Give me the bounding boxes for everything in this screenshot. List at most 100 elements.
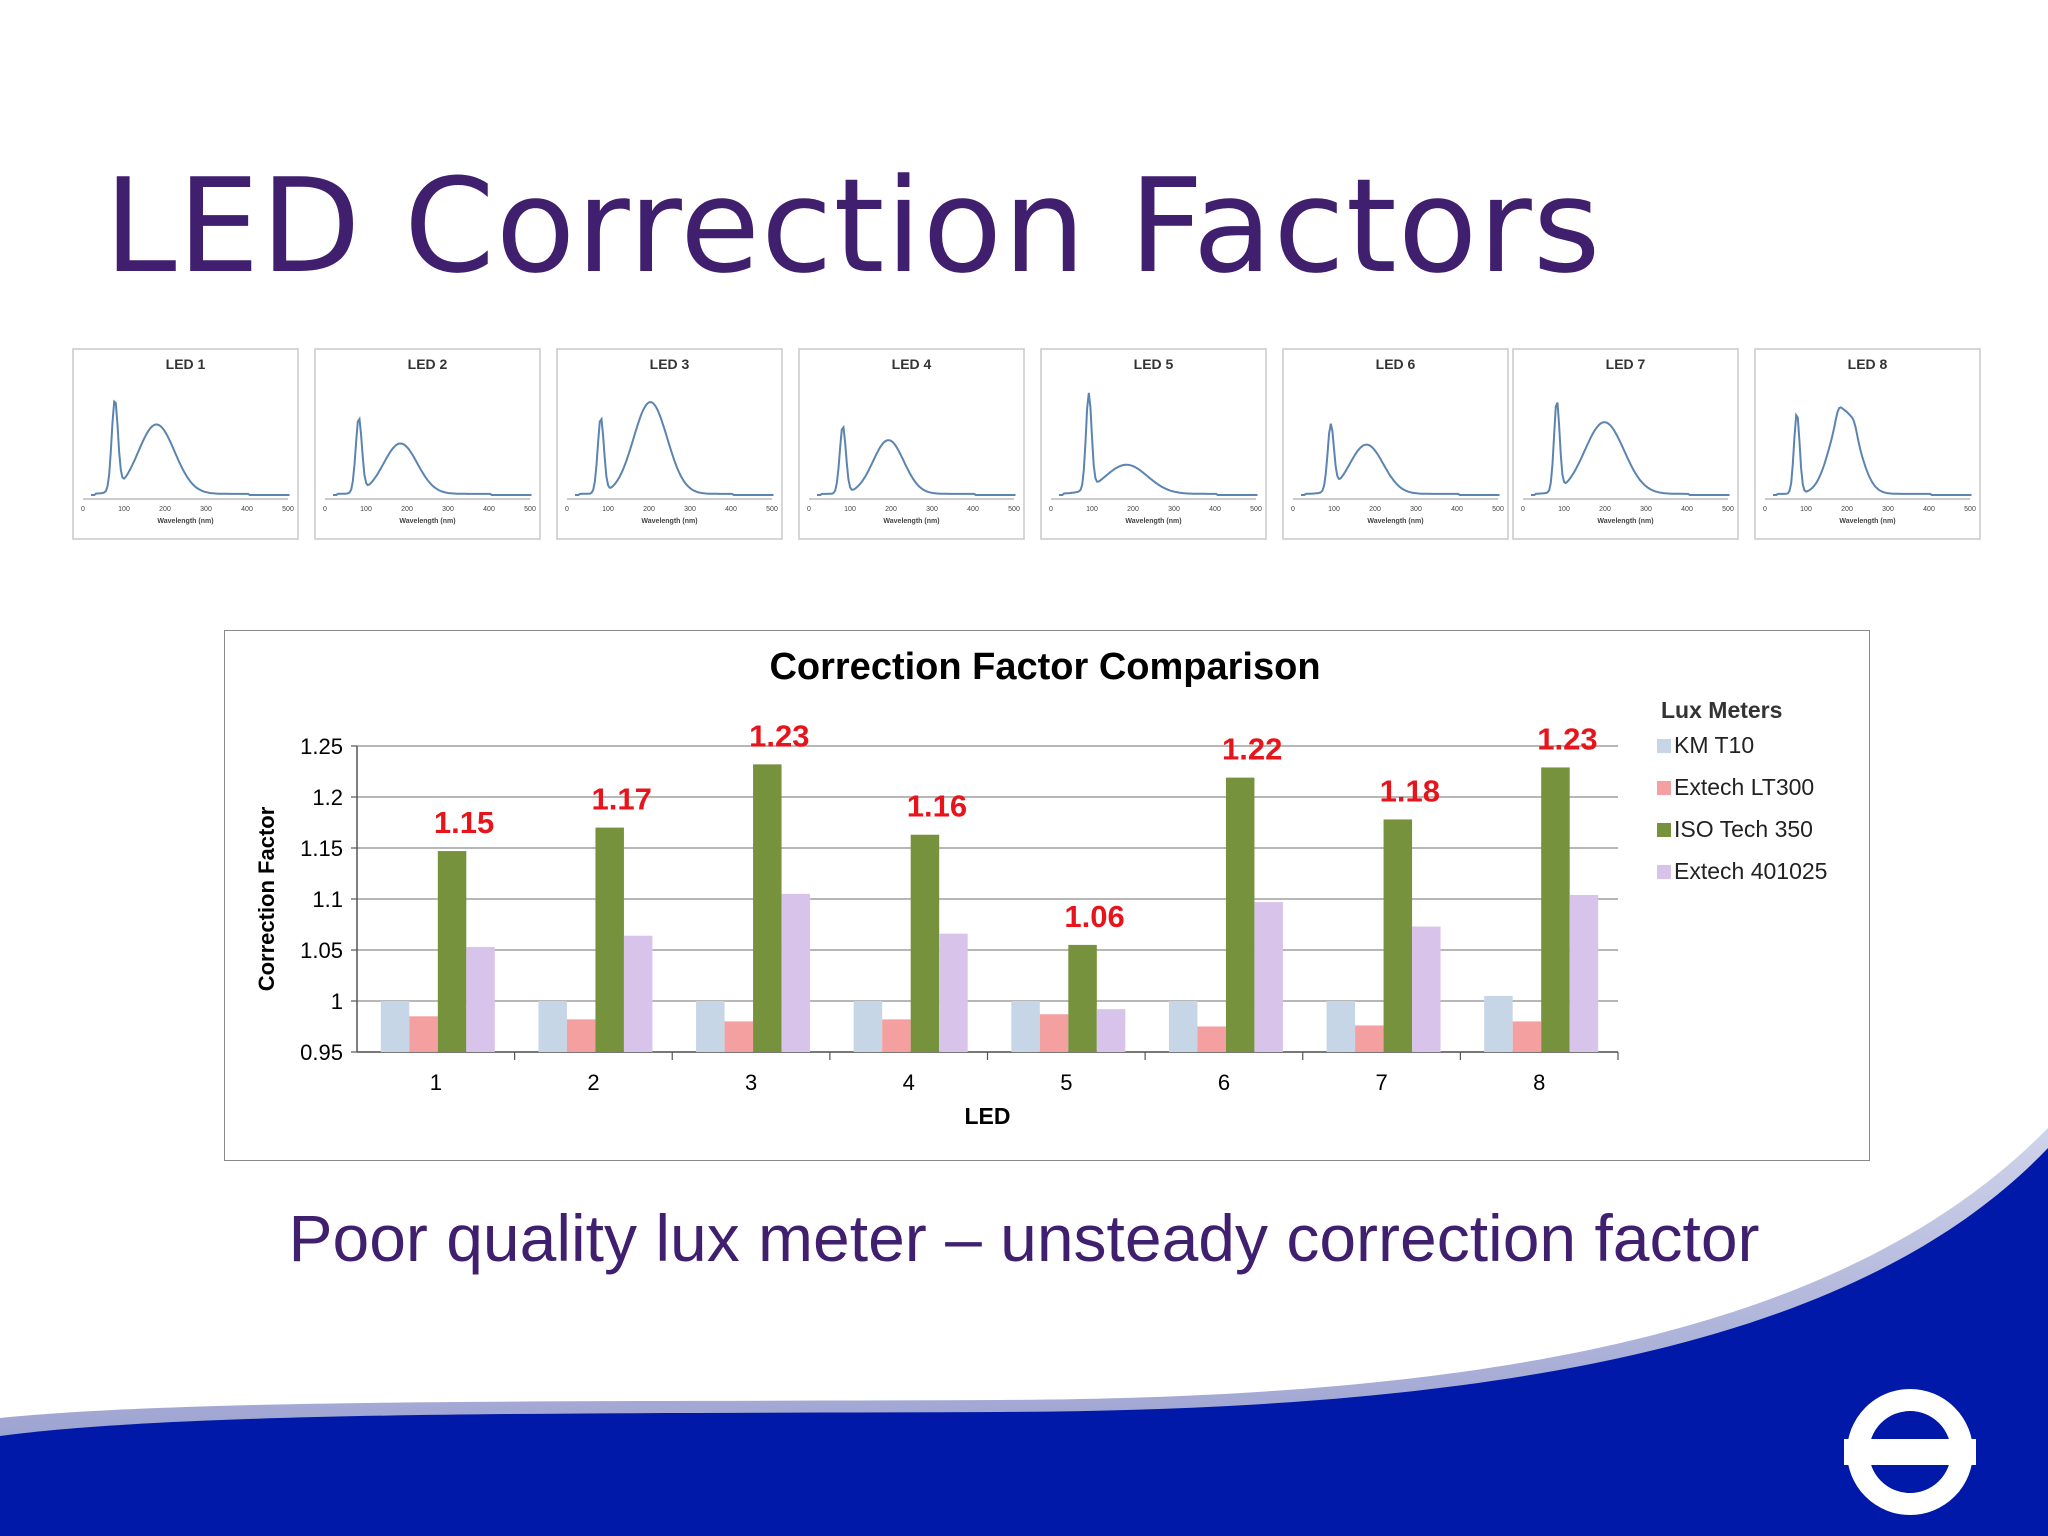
bar [409, 1016, 438, 1052]
spectrum-curve [1059, 392, 1258, 496]
spectrum-tick-label: 200 [1369, 506, 1381, 513]
spectrum-tick-label: 400 [1451, 506, 1463, 513]
x-tick-label: 8 [1533, 1070, 1545, 1095]
bar [380, 1001, 410, 1052]
spectrum-panel-border [1040, 348, 1267, 540]
spectrum-xlabel: Wavelength (nm) [1125, 518, 1181, 525]
bar [1541, 767, 1570, 1052]
led-spectrum-panel: LED 6 0 100 200 300 400 500 Wavelength (nm) [1282, 348, 1509, 540]
bar [1039, 1014, 1069, 1052]
spectrum-panel-title: LED 7 [1606, 356, 1646, 372]
led-spectrum-panel: LED 5 0 100 200 300 400 500 Wavelength (nm) [1040, 348, 1267, 540]
x-tick-label: 7 [1375, 1070, 1387, 1095]
x-tick-label: 1 [430, 1070, 442, 1095]
y-axis-label: Correction Factor [254, 806, 279, 991]
spectrum-tick-label: 400 [1209, 506, 1221, 513]
spectrum-curve [1773, 406, 1972, 496]
spectrum-xlabel: Wavelength (nm) [1367, 518, 1423, 525]
data-label: 1.15 [434, 805, 494, 840]
spectrum-xlabel: Wavelength (nm) [399, 518, 455, 525]
spectrum-tick-label: 0 [1049, 506, 1053, 513]
led-spectrum-panel: LED 2 0 100 200 300 400 500 Wavelength (nm) [314, 348, 541, 540]
spectrum-panel-title: LED 5 [1134, 356, 1174, 372]
spectrum-tick-label: 0 [1291, 506, 1295, 513]
bar [1569, 894, 1599, 1052]
footer-swoosh-edge [0, 1128, 2048, 1536]
spectrum-tick-label: 300 [1410, 506, 1422, 513]
spectrum-tick-label: 100 [1086, 506, 1098, 513]
spectrum-tick-label: 500 [766, 506, 778, 513]
spectrum-tick-label: 500 [282, 506, 294, 513]
data-label: 1.23 [749, 718, 809, 753]
spectrum-tick-label: 100 [844, 506, 856, 513]
spectrum-panel-border [798, 348, 1025, 540]
spectrum-tick-label: 100 [1328, 506, 1340, 513]
spectrum-panel-title: LED 1 [166, 356, 206, 372]
legend-entry: Extech 401025 [1674, 858, 1827, 884]
spectrum-panel-title: LED 6 [1376, 356, 1416, 372]
spectrum-curve [575, 401, 774, 496]
legend-swatch [1657, 781, 1671, 795]
spectrum-panel-title: LED 2 [408, 356, 448, 372]
spectrum-curve [1301, 423, 1500, 496]
spectrum-tick-label: 300 [1640, 506, 1652, 513]
bar [1355, 1025, 1384, 1052]
y-tick-label: 1.05 [300, 938, 343, 963]
spectrum-tick-label: 400 [241, 506, 253, 513]
bar [882, 1019, 911, 1052]
spectrum-curve [1531, 402, 1730, 496]
y-tick-label: 0.95 [300, 1040, 343, 1065]
spectrum-tick-label: 200 [643, 506, 655, 513]
bar [853, 1001, 883, 1052]
bar [566, 1019, 596, 1052]
spectrum-tick-label: 400 [967, 506, 979, 513]
spectrum-tick-label: 400 [1681, 506, 1693, 513]
spectrum-panel-border [1754, 348, 1981, 540]
data-label: 1.17 [592, 782, 652, 817]
x-tick-label: 4 [903, 1070, 915, 1095]
data-label: 1.22 [1222, 732, 1282, 767]
bar [1096, 1009, 1126, 1052]
bar [696, 1001, 725, 1052]
spectrum-tick-label: 400 [1923, 506, 1935, 513]
spectrum-panel-border [314, 348, 541, 540]
bar [466, 946, 495, 1052]
spectrum-panel-border [556, 348, 783, 540]
spectrum-tick-label: 200 [401, 506, 413, 513]
bar [1254, 902, 1283, 1052]
spectrum-tick-label: 0 [565, 506, 569, 513]
spectrum-tick-label: 200 [885, 506, 897, 513]
spectrum-tick-label: 400 [725, 506, 737, 513]
spectrum-tick-label: 0 [1763, 506, 1767, 513]
spectrum-tick-label: 200 [159, 506, 171, 513]
spectrum-tick-label: 300 [926, 506, 938, 513]
led-spectrum-panel: LED 1 0 100 200 300 400 500 Wavelength (nm) [72, 348, 299, 540]
spectrum-curve [333, 416, 532, 496]
spectrum-tick-label: 0 [81, 506, 85, 513]
bar [623, 935, 653, 1052]
x-tick-label: 5 [1060, 1070, 1072, 1095]
spectrum-xlabel: Wavelength (nm) [1839, 518, 1895, 525]
spectrum-tick-label: 100 [1558, 506, 1570, 513]
bar [910, 834, 940, 1052]
bar [1225, 777, 1255, 1052]
legend-entry: KM T10 [1674, 732, 1754, 758]
bar [939, 933, 968, 1052]
y-tick-label: 1.1 [312, 887, 343, 912]
spectrum-panel-title: LED 3 [650, 356, 690, 372]
spectrum-xlabel: Wavelength (nm) [641, 518, 697, 525]
spectrum-tick-label: 500 [1008, 506, 1020, 513]
bar [1383, 819, 1413, 1052]
led-spectrum-panel: LED 4 0 100 200 300 400 500 Wavelength (nm) [798, 348, 1025, 540]
bar [781, 893, 811, 1052]
spectrum-tick-label: 400 [483, 506, 495, 513]
x-axis-label: LED [965, 1103, 1011, 1129]
spectrum-xlabel: Wavelength (nm) [1597, 518, 1653, 525]
spectrum-panel-title: LED 8 [1848, 356, 1888, 372]
y-tick-label: 1.2 [312, 785, 343, 810]
bar [1168, 1001, 1198, 1052]
spectrum-tick-label: 500 [1250, 506, 1262, 513]
spectrum-tick-label: 500 [1722, 506, 1734, 513]
spectrum-tick-label: 500 [524, 506, 536, 513]
bar [595, 827, 624, 1052]
